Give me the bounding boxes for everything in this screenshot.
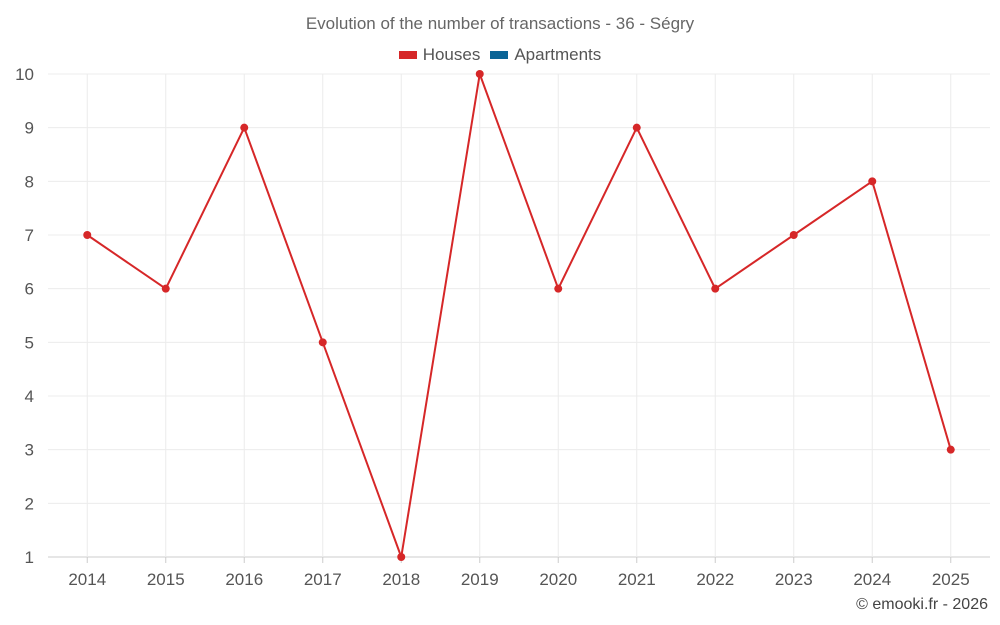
- data-point-houses-2017: [318, 338, 327, 347]
- copyright-footer: © emooki.fr - 2026: [856, 596, 988, 613]
- x-tick-label: 2022: [696, 570, 734, 589]
- x-tick-label: 2023: [775, 570, 813, 589]
- data-point-houses-2020: [554, 284, 563, 293]
- data-point-houses-2025: [946, 445, 955, 454]
- data-point-houses-2018: [397, 553, 406, 561]
- y-tick-label: 8: [25, 172, 34, 191]
- x-tick-label: 2014: [68, 570, 106, 589]
- y-tick-label: 3: [25, 441, 34, 460]
- y-tick-label: 1: [25, 548, 34, 567]
- x-tick-label: 2018: [382, 570, 420, 589]
- chart-title: Evolution of the number of transactions …: [305, 14, 695, 33]
- data-point-houses-2016: [240, 123, 249, 132]
- legend-item-apartments[interactable]: Apartments: [490, 45, 601, 65]
- y-tick-label: 6: [25, 280, 34, 299]
- legend-label-apartments: Apartments: [514, 45, 602, 64]
- x-tick-label: 2016: [225, 570, 263, 589]
- x-tick-label: 2020: [539, 570, 577, 589]
- data-point-houses-2024: [868, 177, 877, 186]
- legend-label-houses: Houses: [422, 45, 481, 64]
- y-tick-label: 4: [25, 387, 34, 406]
- legend: Houses Apartments: [0, 45, 1000, 65]
- y-tick-label: 7: [25, 226, 34, 245]
- data-point-houses-2022: [711, 284, 720, 293]
- legend-swatch-apartments: [490, 51, 509, 59]
- legend-swatch-houses: [398, 51, 417, 59]
- x-tick-label: 2021: [618, 570, 656, 589]
- x-tick-label: 2019: [461, 570, 499, 589]
- data-point-houses-2019: [475, 70, 484, 78]
- y-tick-label: 5: [25, 333, 34, 352]
- x-tick-label: 2024: [853, 570, 891, 589]
- data-point-houses-2014: [83, 231, 92, 239]
- y-tick-label: 10: [15, 65, 34, 84]
- data-point-houses-2023: [789, 231, 798, 239]
- x-tick-label: 2025: [932, 570, 970, 589]
- x-tick-label: 2017: [304, 570, 342, 589]
- data-point-houses-2015: [161, 284, 170, 293]
- series-line-houses: [86, 73, 952, 558]
- y-tick-label: 2: [25, 494, 34, 513]
- y-tick-label: 9: [25, 119, 34, 138]
- data-point-houses-2021: [632, 123, 641, 132]
- legend-item-houses[interactable]: Houses: [398, 45, 481, 65]
- x-tick-label: 2015: [147, 570, 185, 589]
